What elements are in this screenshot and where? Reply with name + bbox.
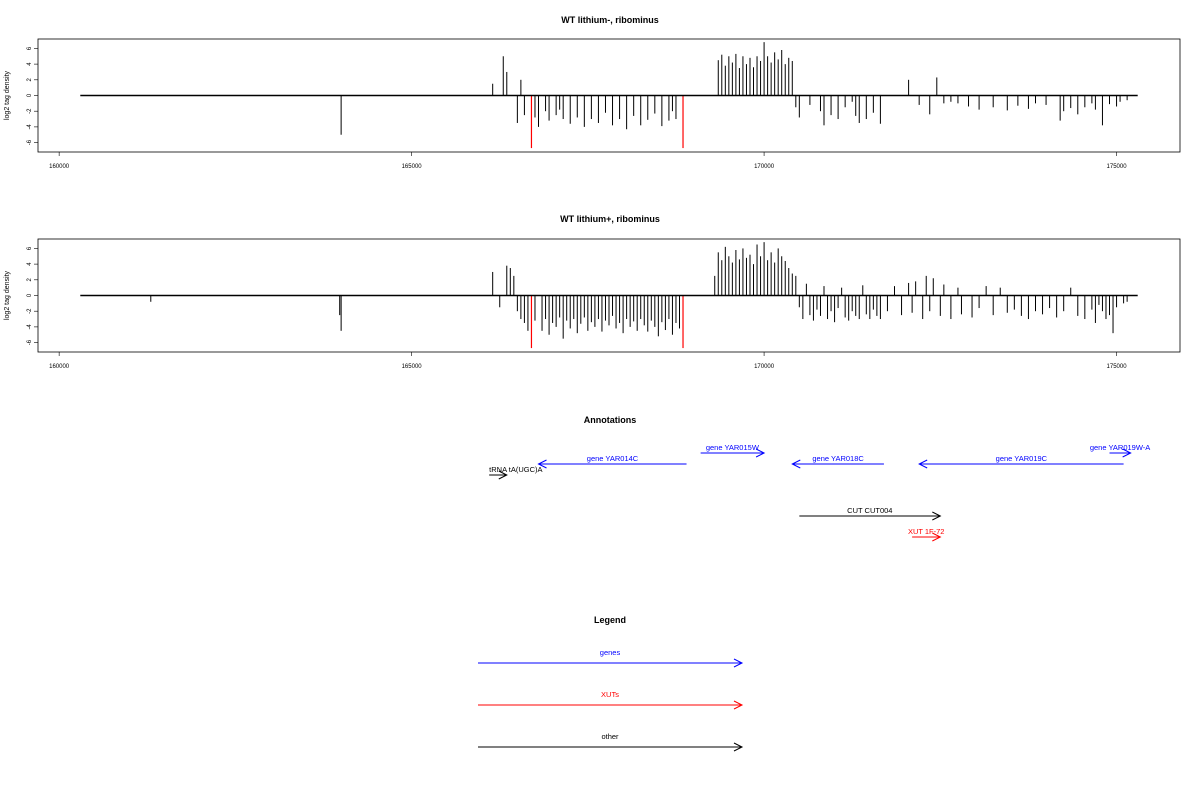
arrow-head <box>733 742 744 752</box>
arrow-head <box>1122 448 1132 458</box>
annotation-arrow <box>791 459 884 469</box>
arrow-head <box>733 658 744 668</box>
y-axis-label: log2 tag density <box>4 70 11 120</box>
arrow-head <box>932 511 942 521</box>
legend-arrow <box>478 658 744 668</box>
y-tick-label: 0 <box>27 293 33 297</box>
arrow-head <box>733 700 744 710</box>
annotation-arrow <box>1109 448 1132 458</box>
legend-title: Legend <box>594 615 626 625</box>
y-tick-label: 0 <box>27 93 33 97</box>
arrow-head <box>932 532 942 542</box>
x-tick-label: 160000 <box>49 164 70 170</box>
x-tick-label: 165000 <box>402 164 423 170</box>
annotation-arrow <box>799 511 942 521</box>
annotation-arrow <box>489 470 508 480</box>
y-tick-label: -2 <box>27 308 33 314</box>
arrow-head <box>791 459 801 469</box>
x-tick-label: 175000 <box>1107 164 1128 170</box>
annotations-title: Annotations <box>584 415 637 425</box>
y-tick-label: -2 <box>27 108 33 114</box>
legend-label: other <box>601 732 619 741</box>
annotation-arrow <box>537 459 687 469</box>
y-tick-label: 6 <box>27 46 33 50</box>
y-tick-label: 4 <box>27 62 33 66</box>
chart-title: WT lithium+, ribominus <box>560 214 660 224</box>
chart-title: WT lithium-, ribominus <box>561 15 659 25</box>
legend-arrow <box>478 700 744 710</box>
annotation-label: XUT 1F-72 <box>908 527 945 536</box>
annotation-label: CUT CUT004 <box>847 506 892 515</box>
x-tick-label: 170000 <box>754 164 775 170</box>
y-tick-label: 2 <box>27 77 33 81</box>
arrow-head <box>755 448 766 458</box>
y-tick-label: 2 <box>27 277 33 281</box>
annotation-label: gene YAR019C <box>996 454 1048 463</box>
x-tick-label: 170000 <box>754 364 775 370</box>
annotations-panel: Annotations tRNA tA(UGC)A gene YAR014C gene… <box>489 415 1150 542</box>
y-tick-label: -6 <box>27 139 33 145</box>
annotation-arrow <box>912 532 942 542</box>
arrow-head <box>498 470 508 480</box>
annotation-arrow <box>700 448 766 458</box>
annotation-label: gene YAR018C <box>812 454 864 463</box>
chart-panel-2: WT lithium+, ribominus -6 -4 -2 0 2 4 6 log2 tag… <box>4 214 1181 370</box>
y-tick-label: -4 <box>27 324 33 330</box>
arrow-head <box>918 459 928 469</box>
x-tick-label: 165000 <box>402 364 423 370</box>
arrow-head <box>537 459 547 469</box>
y-axis-label: log2 tag density <box>4 270 11 320</box>
x-tick-label: 160000 <box>49 364 70 370</box>
y-tick-label: 4 <box>27 262 33 266</box>
annotation-label: gene YAR015W <box>706 443 760 452</box>
legend-label: genes <box>600 648 621 657</box>
legend-panel: Legend genes XUTs other <box>478 615 744 752</box>
annotation-label: tRNA tA(UGC)A <box>489 465 542 474</box>
legend-arrow <box>478 742 744 752</box>
x-tick-label: 175000 <box>1107 364 1128 370</box>
y-tick-label: -4 <box>27 124 33 130</box>
y-tick-label: 6 <box>27 246 33 250</box>
chart-panel-1: WT lithium-, ribominus -6 -4 -2 0 2 4 6 log2 tag… <box>4 15 1181 170</box>
legend-label: XUTs <box>601 690 619 699</box>
y-tick-label: -6 <box>27 339 33 345</box>
annotation-label: gene YAR014C <box>587 454 639 463</box>
annotation-label: gene YAR019W-A <box>1090 443 1150 452</box>
annotation-arrow <box>918 459 1124 469</box>
